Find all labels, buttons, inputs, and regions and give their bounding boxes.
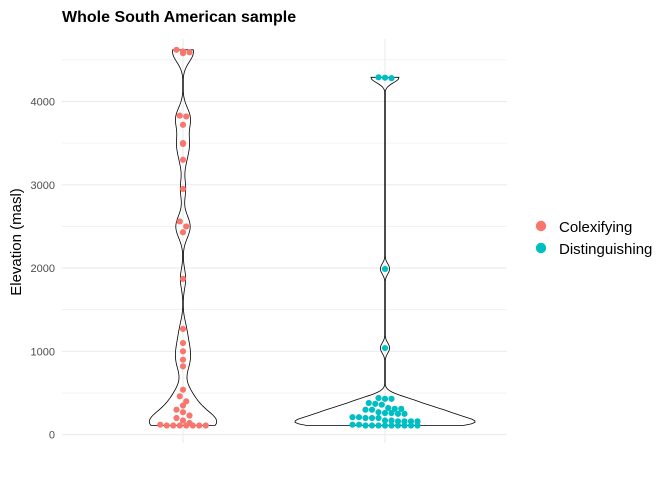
data-point-colexifying [186, 49, 193, 56]
data-point-colexifying [179, 417, 187, 424]
data-point-colexifying [183, 398, 190, 405]
data-point-distinguishing [401, 422, 408, 429]
data-point-distinguishing [407, 422, 415, 429]
data-point-colexifying [179, 325, 187, 332]
data-point-distinguishing [368, 414, 376, 422]
data-point-colexifying [176, 112, 183, 119]
data-point-colexifying [183, 113, 190, 120]
data-point-distinguishing [388, 417, 395, 424]
data-point-distinguishing [375, 414, 382, 422]
data-point-colexifying [196, 422, 203, 429]
data-point-colexifying [173, 406, 180, 413]
data-point-colexifying [202, 422, 209, 429]
legend: Colexifying Distinguishing [535, 219, 652, 258]
data-point-distinguishing [381, 344, 389, 352]
data-point-colexifying [179, 356, 187, 363]
data-point-colexifying [186, 412, 193, 419]
data-point-distinguishing [381, 74, 389, 81]
legend-label-colexifying: Colexifying [559, 219, 632, 236]
data-point-distinguishing [362, 414, 369, 422]
y-axis-ticks: 0 1000 2000 3000 4000 [31, 96, 55, 441]
data-point-colexifying [179, 275, 187, 282]
data-point-distinguishing [388, 75, 395, 82]
data-point-distinguishing [362, 406, 369, 413]
data-point-distinguishing [381, 395, 389, 402]
data-point-colexifying [163, 422, 170, 429]
y-tick-label: 1000 [31, 346, 55, 358]
data-point-distinguishing [355, 414, 363, 421]
data-point-colexifying [189, 422, 196, 429]
data-point-colexifying [173, 414, 180, 422]
legend-key-colexifying [535, 220, 547, 232]
data-point-distinguishing [394, 422, 402, 429]
data-point-colexifying [170, 422, 177, 429]
data-point-distinguishing [362, 422, 369, 429]
data-point-colexifying [183, 422, 190, 429]
data-point-distinguishing [414, 422, 421, 429]
y-tick-label: 3000 [31, 180, 55, 192]
data-point-colexifying [179, 185, 187, 193]
data-point-distinguishing [378, 401, 385, 408]
data-point-distinguishing [349, 414, 356, 421]
data-point-colexifying [179, 386, 187, 393]
data-point-colexifying [179, 402, 187, 409]
data-point-distinguishing [365, 399, 372, 407]
data-point-distinguishing [375, 422, 382, 429]
legend-label-distinguishing: Distinguishing [559, 241, 652, 258]
data-point-distinguishing [381, 409, 389, 417]
y-tick-label: 0 [49, 430, 55, 442]
data-point-colexifying [179, 156, 187, 163]
data-point-distinguishing [375, 394, 382, 402]
data-point-distinguishing [398, 405, 405, 412]
data-point-distinguishing [388, 395, 395, 402]
data-point-colexifying [157, 421, 164, 428]
grid-lines [62, 39, 507, 443]
violin-colexifying [148, 49, 218, 426]
data-point-colexifying [179, 50, 187, 57]
data-point-colexifying [179, 229, 187, 236]
data-point-distinguishing [368, 406, 376, 413]
chart-title: Whole South American sample [62, 9, 296, 26]
y-axis-title: Elevation (masl) [8, 188, 25, 296]
data-point-distinguishing [385, 404, 392, 412]
data-point-colexifying [176, 393, 183, 400]
y-tick-label: 2000 [31, 263, 55, 275]
data-point-colexifying [176, 422, 183, 429]
data-point-colexifying [179, 348, 187, 355]
violin-distinguishing [294, 76, 476, 426]
data-point-colexifying [179, 363, 187, 370]
data-point-colexifying [173, 46, 180, 53]
data-points [157, 46, 421, 429]
y-tick-label: 4000 [31, 96, 55, 108]
data-point-colexifying [183, 223, 190, 230]
data-point-distinguishing [355, 421, 363, 428]
data-point-colexifying [176, 218, 183, 225]
data-point-distinguishing [375, 74, 382, 81]
data-point-colexifying [179, 339, 187, 347]
data-point-distinguishing [388, 422, 395, 429]
data-point-distinguishing [381, 265, 389, 273]
data-point-colexifying [179, 121, 187, 128]
violin-shapes [148, 49, 476, 426]
legend-key-distinguishing [535, 242, 547, 254]
data-point-distinguishing [375, 409, 382, 416]
data-point-colexifying [179, 409, 187, 416]
data-point-colexifying [179, 140, 187, 148]
data-point-distinguishing [381, 417, 389, 424]
data-point-distinguishing [401, 410, 408, 417]
data-point-distinguishing [349, 421, 356, 428]
data-point-distinguishing [381, 422, 389, 429]
data-point-distinguishing [368, 422, 376, 429]
data-point-distinguishing [372, 400, 379, 407]
data-point-distinguishing [388, 409, 395, 417]
data-point-distinguishing [391, 405, 398, 412]
data-point-distinguishing [394, 410, 402, 417]
